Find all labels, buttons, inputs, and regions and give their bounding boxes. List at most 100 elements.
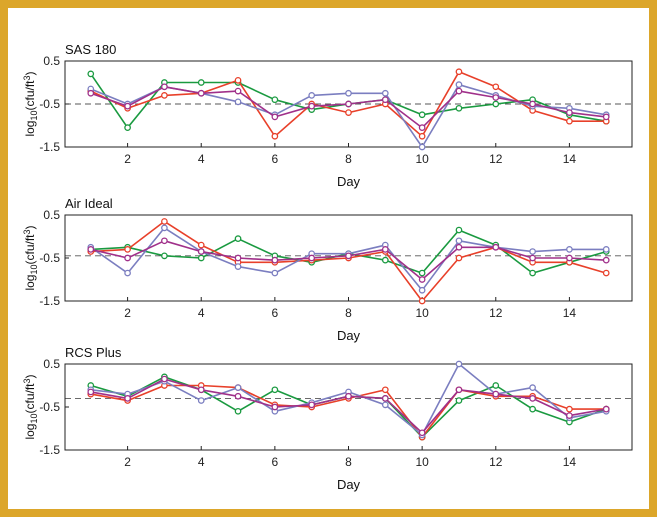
- x-tick-label: 4: [198, 152, 205, 166]
- data-point-purple: [602, 113, 610, 121]
- data-point-green: [418, 111, 426, 119]
- data-point-purple: [381, 96, 389, 104]
- data-point-blue: [455, 237, 463, 245]
- x-tick-label: 4: [198, 455, 205, 469]
- data-point-blue: [271, 269, 279, 277]
- data-point-green: [234, 235, 242, 242]
- data-point-purple: [271, 403, 279, 411]
- y-axis-label-part: 10: [29, 111, 39, 121]
- x-tick-label: 8: [345, 455, 352, 469]
- data-point-purple: [87, 89, 95, 97]
- data-point-blue: [455, 81, 463, 89]
- data-point-red: [271, 132, 279, 140]
- x-axis-label: Day: [337, 174, 361, 189]
- data-point-green: [418, 269, 426, 277]
- y-tick-label: 0.5: [43, 357, 60, 371]
- data-point-green: [124, 124, 131, 132]
- data-point-purple: [492, 243, 500, 251]
- data-point-purple: [566, 109, 573, 116]
- data-point-green: [455, 104, 463, 112]
- y-axis-label: log10(cfu/ft3): [22, 225, 39, 290]
- y-tick-label: 0.5: [43, 208, 60, 222]
- data-point-blue: [234, 98, 242, 106]
- y-axis-label-part: 10: [29, 265, 39, 275]
- x-tick-label: 14: [563, 152, 577, 166]
- plot-area-box: [64, 363, 633, 451]
- data-point-purple: [87, 246, 95, 253]
- y-tick-label: -0.5: [39, 97, 60, 111]
- x-tick-label: 12: [489, 152, 503, 166]
- x-tick-label: 2: [124, 152, 131, 166]
- data-point-purple: [124, 102, 131, 110]
- data-point-green: [234, 407, 242, 415]
- data-point-blue: [381, 89, 389, 97]
- y-tick-label: -1.5: [39, 140, 60, 154]
- data-point-green: [197, 254, 205, 262]
- data-point-purple: [455, 243, 463, 251]
- data-point-red: [418, 297, 426, 305]
- data-point-purple: [381, 246, 389, 253]
- data-point-purple: [234, 392, 242, 400]
- x-tick-label: 12: [489, 455, 503, 469]
- data-point-purple: [161, 237, 168, 245]
- data-point-red: [197, 241, 205, 249]
- y-axis-label-part: ): [23, 225, 37, 229]
- data-point-blue: [566, 246, 573, 253]
- data-point-blue: [308, 92, 316, 99]
- y-axis-label-part: log: [23, 424, 37, 440]
- x-tick-label: 14: [563, 306, 577, 320]
- y-axis-label: log10(cfu/ft3): [22, 71, 39, 136]
- y-tick-label: -1.5: [39, 443, 60, 457]
- panel-title: Air Ideal: [65, 196, 113, 211]
- data-point-purple: [492, 94, 500, 101]
- data-point-red: [418, 132, 426, 140]
- data-point-purple: [308, 401, 316, 409]
- data-point-purple: [197, 248, 205, 255]
- data-point-red: [566, 117, 573, 125]
- data-point-green: [492, 100, 500, 108]
- y-axis-label-part: (cfu/ft: [23, 234, 37, 265]
- data-point-purple: [455, 386, 463, 394]
- y-axis-label-part: log: [23, 121, 37, 137]
- data-point-purple: [381, 395, 389, 402]
- data-point-blue: [381, 401, 389, 409]
- x-tick-label: 12: [489, 306, 503, 320]
- data-point-green: [529, 269, 536, 277]
- panel-title: SAS 180: [65, 42, 116, 57]
- data-point-red: [234, 77, 242, 84]
- x-tick-label: 4: [198, 306, 205, 320]
- data-point-green: [271, 386, 279, 394]
- data-point-purple: [566, 412, 573, 419]
- y-tick-label: -1.5: [39, 294, 60, 308]
- data-point-purple: [418, 276, 426, 283]
- data-point-blue: [161, 224, 168, 232]
- data-point-red: [455, 254, 463, 262]
- data-point-purple: [271, 256, 279, 264]
- data-point-red: [161, 218, 168, 225]
- data-point-blue: [234, 263, 242, 270]
- x-tick-label: 6: [272, 306, 279, 320]
- data-point-purple: [234, 87, 242, 95]
- data-point-purple: [161, 375, 168, 383]
- x-tick-label: 2: [124, 455, 131, 469]
- data-point-red: [345, 109, 352, 116]
- y-axis-label-part: 3: [22, 75, 32, 80]
- data-point-purple: [602, 256, 610, 264]
- data-point-purple: [197, 89, 205, 97]
- data-point-purple: [308, 102, 316, 110]
- data-point-purple: [124, 254, 131, 262]
- data-point-blue: [418, 143, 426, 151]
- data-point-purple: [161, 83, 168, 91]
- data-point-blue: [197, 397, 205, 404]
- data-point-purple: [345, 100, 352, 108]
- data-point-purple: [455, 87, 463, 95]
- data-point-green: [455, 397, 463, 404]
- y-axis-label-part: (cfu/ft: [23, 80, 37, 111]
- data-point-green: [492, 382, 500, 389]
- data-point-red: [566, 405, 573, 413]
- data-point-red: [455, 68, 463, 76]
- data-point-purple: [197, 386, 205, 394]
